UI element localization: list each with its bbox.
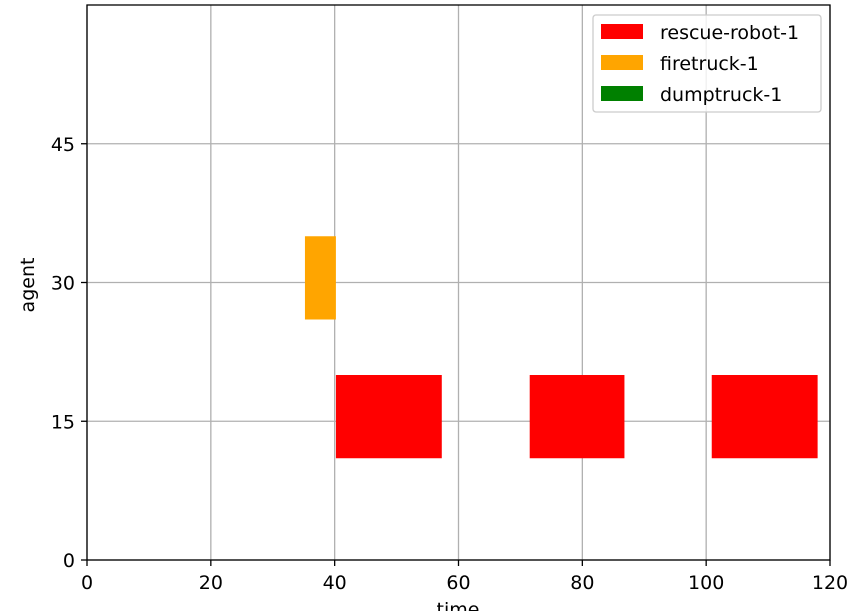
legend-swatch: [601, 55, 643, 70]
x-axis-ticks: 0 20 40 60 80 100 120: [81, 560, 848, 594]
x-tick-label: 60: [446, 572, 470, 594]
y-tick-label: 0: [63, 550, 75, 572]
chart-bars: [304, 236, 818, 459]
x-tick-label: 80: [570, 572, 594, 594]
legend: rescue-robot-1 firetruck-1 dumptruck-1: [592, 14, 822, 113]
x-axis-label: time: [437, 599, 480, 611]
legend-swatch: [601, 24, 643, 39]
bar-rescue-robot-1: [335, 375, 442, 459]
bar-rescue-robot-1: [711, 375, 818, 459]
x-tick-label: 20: [199, 572, 223, 594]
legend-label: rescue-robot-1: [660, 22, 799, 44]
y-axis-label: agent: [17, 258, 39, 313]
legend-swatch: [601, 86, 643, 101]
x-tick-label: 40: [323, 572, 347, 594]
legend-label: firetruck-1: [660, 53, 759, 75]
bar-rescue-robot-1: [529, 375, 625, 459]
y-tick-label: 45: [51, 134, 75, 156]
bar-firetruck-1: [304, 236, 336, 320]
y-tick-label: 30: [51, 273, 75, 295]
x-tick-label: 0: [81, 572, 93, 594]
y-axis-ticks: 0 15 30 45: [51, 134, 87, 572]
x-tick-label: 100: [688, 572, 724, 594]
x-tick-label: 120: [812, 572, 848, 594]
y-tick-label: 15: [51, 411, 75, 433]
legend-label: dumptruck-1: [660, 84, 782, 106]
legend-box: [592, 14, 822, 113]
